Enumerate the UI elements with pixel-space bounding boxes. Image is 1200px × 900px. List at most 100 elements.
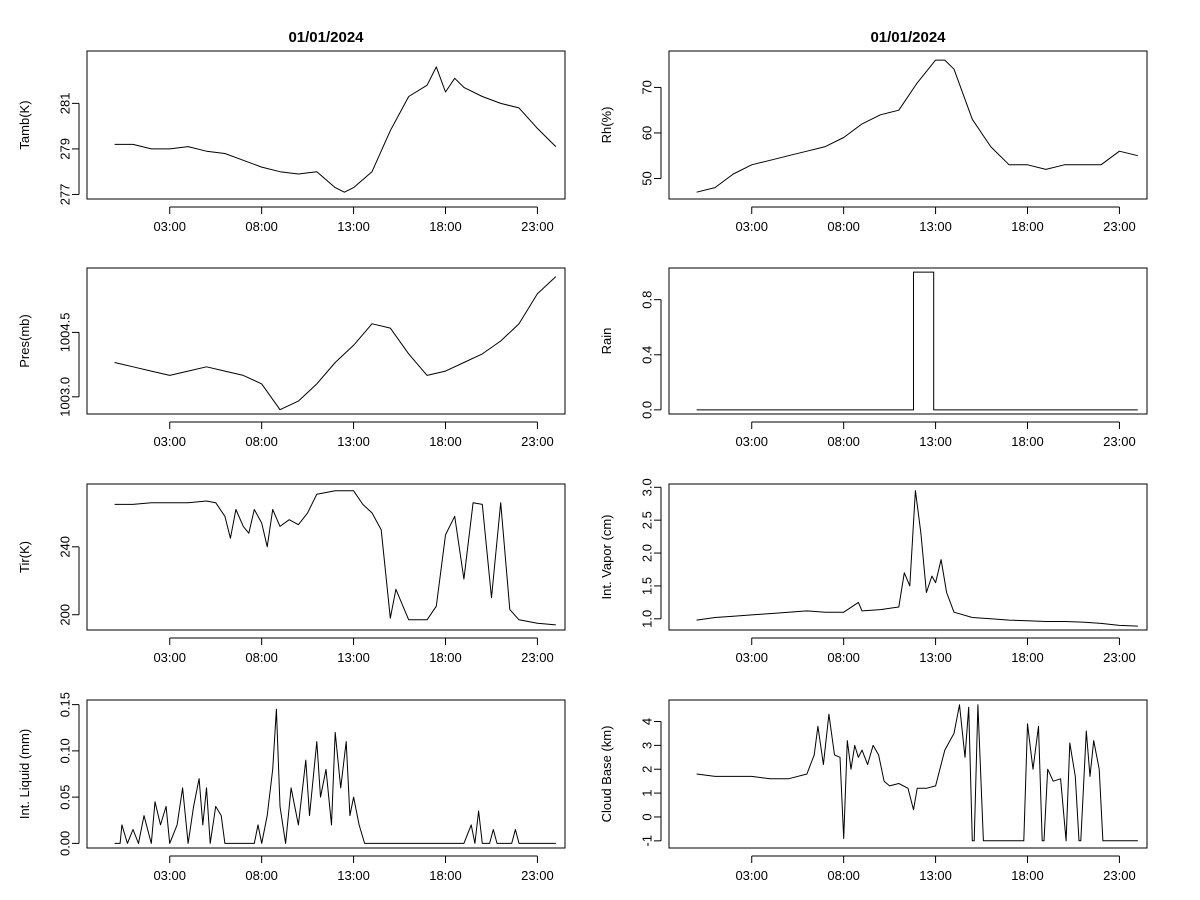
tamb-y-tick-label: 279: [57, 138, 72, 160]
pres-x-axis: 03:00 08:00 13:00 18:00 23:00: [153, 421, 554, 449]
rain-x-tick-label: 18:00: [1011, 434, 1044, 449]
rain-x-tick-label: 08:00: [827, 434, 860, 449]
liquid-x-tick-label: 18:00: [429, 868, 462, 883]
rain-x-tick-label: 23:00: [1103, 434, 1136, 449]
pres-x-tick-label: 18:00: [429, 434, 462, 449]
tir-plot-frame: [86, 483, 566, 631]
liquid-x-axis: 03:00 08:00 13:00 18:00 23:00: [153, 855, 554, 883]
tamb-series-line: [114, 66, 557, 193]
pres-y-tick-label: 1003.0: [57, 377, 72, 417]
liquid-x-tick-label: 23:00: [521, 868, 554, 883]
cloudbase-y-axis: -1 0 1 2 3 4: [639, 718, 662, 847]
chart-panel-rh: 01/01/2024 Rh(%) 03:00 08:00 13:00 18:00 23:00…: [599, 29, 1148, 234]
vapor-y-tick-label: 2.5: [639, 511, 654, 529]
pres-x-tick-label: 08:00: [245, 434, 278, 449]
chart-panel-liquid: Int. Liquid (mm) 03:00 08:00 13:00 18:00 23:0…: [17, 692, 566, 883]
liquid-y-axis-label: Int. Liquid (mm): [17, 729, 32, 819]
pres-y-axis-label: Pres(mb): [17, 314, 32, 367]
tamb-y-tick-label: 281: [57, 93, 72, 115]
vapor-x-tick-label: 23:00: [1103, 650, 1136, 665]
cloudbase-y-tick-label: 4: [639, 718, 654, 725]
cloudbase-x-axis: 03:00 08:00 13:00 18:00 23:00: [735, 855, 1136, 883]
vapor-y-tick-label: 1.5: [639, 577, 654, 595]
liquid-y-tick-label: 0.05: [57, 784, 72, 809]
liquid-x-tick-label: 13:00: [337, 868, 370, 883]
tamb-x-tick-label: 18:00: [429, 219, 462, 234]
rh-x-tick-label: 13:00: [919, 219, 952, 234]
liquid-y-tick-label: 0.00: [57, 831, 72, 856]
cloudbase-plot-frame: [668, 699, 1148, 849]
tamb-x-tick-label: 23:00: [521, 219, 554, 234]
vapor-plot-frame: [668, 483, 1148, 631]
liquid-x-tick-label: 03:00: [153, 868, 186, 883]
chart-panel-pres: Pres(mb)03:00 08:00 13:00 18:00 23:001003.01…: [17, 267, 566, 449]
tir-x-axis: 03:00 08:00 13:00 18:00 23:00: [153, 637, 554, 665]
cloudbase-y-tick-label: 2: [639, 766, 654, 773]
tir-x-tick-label: 13:00: [337, 650, 370, 665]
cloudbase-y-axis-label: Cloud Base (km): [599, 726, 614, 823]
chart-panel-tamb: 01/01/2024 Tamb(K) 03:00 08:00 13:00 18:00 23:…: [17, 29, 566, 234]
pres-series-line: [114, 276, 557, 411]
rh-y-tick-label: 70: [639, 80, 654, 94]
rain-x-tick-label: 03:00: [735, 434, 768, 449]
rain-y-axis-label: Rain: [599, 328, 614, 355]
tamb-plot-frame: [86, 50, 566, 200]
rain-y-axis: 0.0 0.4 0.8: [639, 291, 662, 419]
vapor-y-axis: 1.0 1.5 2.0 2.5 3.0: [639, 478, 662, 628]
tamb-title: 01/01/2024: [288, 29, 364, 46]
cloudbase-y-tick-label: -1: [639, 835, 654, 847]
liquid-y-tick-label: 0.10: [57, 738, 72, 763]
vapor-y-tick-label: 1.0: [639, 610, 654, 628]
tir-x-tick-label: 03:00: [153, 650, 186, 665]
cloudbase-y-tick-label: 1: [639, 789, 654, 796]
vapor-x-tick-label: 18:00: [1011, 650, 1044, 665]
rh-x-tick-label: 08:00: [827, 219, 860, 234]
cloudbase-x-tick-label: 08:00: [827, 868, 860, 883]
rh-y-axis-label: Rh(%): [599, 107, 614, 144]
tir-y-tick-label: 200: [57, 604, 72, 626]
cloudbase-x-tick-label: 23:00: [1103, 868, 1136, 883]
vapor-x-tick-label: 03:00: [735, 650, 768, 665]
rh-y-tick-label: 50: [639, 171, 654, 185]
cloudbase-x-tick-label: 18:00: [1011, 868, 1044, 883]
tir-x-tick-label: 08:00: [245, 650, 278, 665]
pres-x-tick-label: 13:00: [337, 434, 370, 449]
cloudbase-y-tick-label: 0: [639, 813, 654, 820]
vapor-y-axis-label: Int. Vapor (cm): [599, 514, 614, 599]
pres-plot-frame: [86, 267, 566, 415]
tamb-y-axis: 277 279 281: [57, 93, 80, 206]
rain-y-tick-label: 0.0: [639, 401, 654, 419]
rain-plot-frame: [668, 267, 1148, 415]
rh-y-tick-label: 60: [639, 126, 654, 140]
pres-y-tick-label: 1004.5: [57, 313, 72, 353]
tamb-x-tick-label: 13:00: [337, 219, 370, 234]
tir-y-axis-label: Tir(K): [17, 541, 32, 573]
rh-x-axis: 03:00 08:00 13:00 18:00 23:00: [735, 206, 1136, 234]
tamb-x-tick-label: 03:00: [153, 219, 186, 234]
rh-x-tick-label: 18:00: [1011, 219, 1044, 234]
tir-series-line: [114, 490, 556, 626]
tamb-x-tick-label: 08:00: [245, 219, 278, 234]
liquid-plot-frame: [86, 699, 566, 849]
rh-x-tick-label: 03:00: [735, 219, 768, 234]
liquid-y-axis: 0.00 0.05 0.10 0.15: [57, 692, 80, 856]
pres-x-tick-label: 23:00: [521, 434, 554, 449]
rain-y-tick-label: 0.4: [639, 346, 654, 364]
tamb-y-axis-label: Tamb(K): [17, 100, 32, 149]
cloudbase-y-tick-label: 3: [639, 742, 654, 749]
liquid-x-tick-label: 08:00: [245, 868, 278, 883]
chart-panel-tir: Tir(K) 03:00 08:00 13:00 18:00 23:00 200 240: [17, 483, 566, 665]
cloudbase-series-line: [696, 704, 1138, 842]
cloudbase-x-tick-label: 13:00: [919, 868, 952, 883]
rh-title: 01/01/2024: [870, 29, 946, 46]
rain-x-axis: 03:00 08:00 13:00 18:00 23:00: [735, 421, 1136, 449]
cloudbase-x-tick-label: 03:00: [735, 868, 768, 883]
rh-x-tick-label: 23:00: [1103, 219, 1136, 234]
liquid-y-tick-label: 0.15: [57, 692, 72, 717]
tamb-y-tick-label: 277: [57, 184, 72, 206]
chart-panel-rain: Rain 03:00 08:00 13:00 18:00 23:00 0.0 0.4 0.8: [599, 267, 1148, 449]
rain-y-tick-label: 0.8: [639, 291, 654, 309]
vapor-y-tick-label: 3.0: [639, 478, 654, 496]
vapor-x-axis: 03:00 08:00 13:00 18:00 23:00: [735, 637, 1136, 665]
